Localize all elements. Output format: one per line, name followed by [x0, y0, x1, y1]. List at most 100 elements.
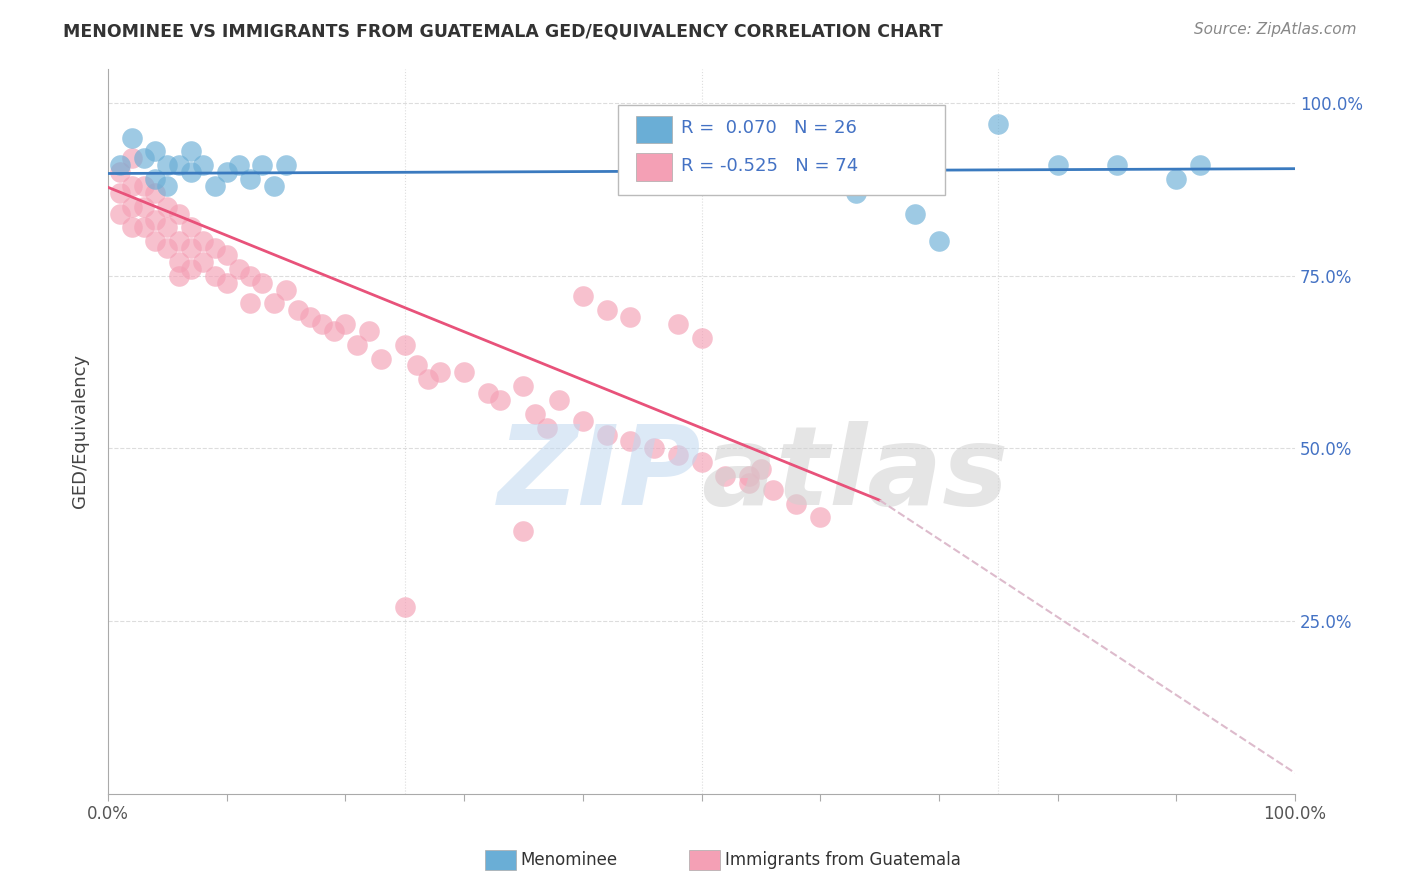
Point: [145, 145, 167, 159]
Point: [215, 165, 238, 179]
Point: [512, 524, 534, 539]
Point: [204, 241, 226, 255]
Point: [429, 365, 451, 379]
Point: [180, 220, 202, 235]
Point: [180, 261, 202, 276]
Point: [108, 158, 131, 172]
Point: [749, 462, 772, 476]
Point: [512, 379, 534, 393]
Point: [311, 317, 333, 331]
Point: [121, 151, 143, 165]
Point: [215, 276, 238, 290]
Point: [167, 255, 190, 269]
Point: [228, 158, 250, 172]
Point: [453, 365, 475, 379]
Point: [394, 600, 416, 615]
Point: [619, 310, 641, 325]
Point: [132, 220, 155, 235]
Point: [204, 178, 226, 193]
Point: [335, 317, 357, 331]
Point: [108, 186, 131, 200]
Point: [191, 255, 214, 269]
Point: [180, 165, 202, 179]
Point: [572, 414, 595, 428]
Point: [215, 248, 238, 262]
Point: [322, 324, 344, 338]
Point: [1189, 158, 1212, 172]
Point: [263, 296, 285, 310]
Point: [572, 289, 595, 303]
Point: [156, 158, 179, 172]
Point: [666, 448, 689, 462]
Point: [263, 178, 285, 193]
Point: [167, 234, 190, 248]
Point: [191, 234, 214, 248]
Point: [928, 234, 950, 248]
Point: [132, 151, 155, 165]
Point: [643, 442, 665, 456]
Point: [1166, 172, 1188, 186]
Point: [252, 276, 274, 290]
Point: [228, 261, 250, 276]
Point: [595, 427, 617, 442]
Point: [121, 130, 143, 145]
Point: [180, 241, 202, 255]
Point: [536, 420, 558, 434]
Point: [359, 324, 381, 338]
Point: [595, 303, 617, 318]
Text: atlas: atlas: [702, 421, 1010, 528]
Point: [167, 206, 190, 220]
Text: Source: ZipAtlas.com: Source: ZipAtlas.com: [1194, 22, 1357, 37]
Point: [252, 158, 274, 172]
Point: [714, 469, 737, 483]
FancyBboxPatch shape: [619, 104, 945, 195]
Point: [298, 310, 321, 325]
Text: R =  0.070   N = 26: R = 0.070 N = 26: [682, 119, 858, 137]
Point: [405, 359, 427, 373]
Point: [204, 268, 226, 283]
Point: [690, 455, 713, 469]
Text: MENOMINEE VS IMMIGRANTS FROM GUATEMALA GED/EQUIVALENCY CORRELATION CHART: MENOMINEE VS IMMIGRANTS FROM GUATEMALA G…: [63, 22, 943, 40]
Point: [121, 178, 143, 193]
Point: [738, 475, 761, 490]
Point: [477, 386, 499, 401]
Y-axis label: GED/Equivalency: GED/Equivalency: [72, 354, 89, 508]
Point: [274, 158, 297, 172]
Point: [180, 145, 202, 159]
Point: [145, 172, 167, 186]
Point: [239, 296, 262, 310]
Point: [167, 158, 190, 172]
Point: [121, 200, 143, 214]
Point: [156, 178, 179, 193]
Point: [666, 317, 689, 331]
Point: [108, 206, 131, 220]
Point: [488, 392, 510, 407]
Point: [370, 351, 392, 366]
Point: [690, 331, 713, 345]
Point: [762, 483, 785, 497]
Point: [167, 268, 190, 283]
Point: [418, 372, 440, 386]
Bar: [637, 153, 672, 181]
Point: [1046, 158, 1069, 172]
Text: R = -0.525   N = 74: R = -0.525 N = 74: [682, 157, 859, 176]
Point: [394, 338, 416, 352]
Point: [191, 158, 214, 172]
Point: [132, 178, 155, 193]
Text: ZIP: ZIP: [498, 421, 702, 528]
Point: [785, 497, 807, 511]
Point: [808, 510, 831, 524]
Point: [619, 434, 641, 449]
Point: [738, 469, 761, 483]
Point: [145, 213, 167, 227]
Text: Immigrants from Guatemala: Immigrants from Guatemala: [725, 851, 962, 869]
Point: [108, 165, 131, 179]
Point: [156, 220, 179, 235]
Text: Menominee: Menominee: [520, 851, 617, 869]
Point: [845, 186, 868, 200]
Point: [287, 303, 309, 318]
Point: [904, 206, 927, 220]
Point: [145, 186, 167, 200]
Point: [987, 117, 1010, 131]
Point: [239, 172, 262, 186]
